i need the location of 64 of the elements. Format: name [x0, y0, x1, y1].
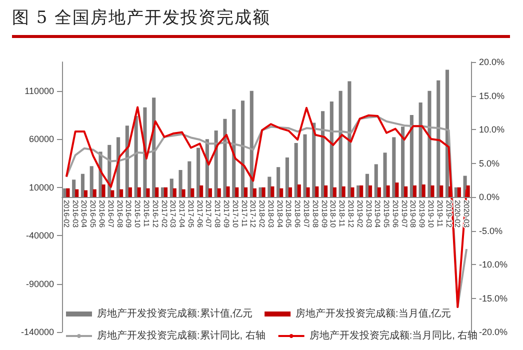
bar [288, 187, 292, 197]
y2-tick-label: 5.0% [479, 158, 500, 168]
bar [280, 188, 284, 197]
bar [75, 189, 79, 197]
bar [404, 186, 408, 197]
chart-title: 图 5 全国房地产开发投资完成额 [12, 7, 271, 29]
bar [102, 184, 106, 197]
bar [92, 189, 96, 197]
bar [297, 184, 301, 197]
bar [217, 188, 221, 197]
bar [386, 185, 390, 197]
bar [422, 184, 426, 197]
bar [270, 186, 274, 197]
bar [137, 187, 141, 197]
y2-tick-label: 0.0% [479, 192, 500, 202]
bar [155, 187, 159, 197]
y-tick-label: 60000 [28, 134, 54, 144]
bar [350, 187, 354, 197]
bar [377, 187, 381, 197]
bar [226, 186, 230, 197]
bar [440, 185, 444, 197]
bar [110, 190, 114, 197]
bar [164, 187, 168, 197]
bar [306, 187, 310, 197]
y-tick-label: -90000 [26, 278, 54, 289]
bar [208, 188, 212, 197]
legend-label: 房地产开发投资完成额:当月值,亿元 [296, 308, 452, 320]
y2-tick-label: 10.0% [479, 124, 505, 134]
bar [190, 188, 194, 197]
y-tick-label: -40000 [26, 230, 54, 241]
legend-label: 房地产开发投资完成额:累计值,亿元 [97, 308, 253, 320]
bar [315, 186, 319, 197]
bar [66, 188, 70, 197]
bar [262, 187, 266, 197]
legend-label: 房地产开发投资完成额:累计同比, 右轴 [97, 330, 266, 342]
bar [182, 189, 186, 197]
y-tick-label: -140000 [20, 327, 54, 337]
bar [430, 185, 434, 197]
y2-tick-label: 15.0% [479, 90, 505, 101]
bar [235, 187, 239, 197]
bar [120, 189, 124, 197]
legend-label: 房地产开发投资完成额:当月同比, 右轴 [309, 330, 478, 342]
bar [146, 188, 150, 197]
y-tick-label: 110000 [24, 86, 54, 96]
y2-tick-label: -10.0% [479, 260, 508, 270]
y2-tick-label: 20.0% [479, 57, 505, 67]
bar [332, 187, 336, 197]
bar [368, 185, 372, 197]
bar [395, 182, 399, 197]
bar [128, 187, 132, 197]
bar [84, 190, 88, 197]
y2-tick-label: -5.0% [479, 226, 503, 236]
bar [412, 185, 416, 197]
bar [457, 187, 461, 197]
y-tick-label: 10000 [28, 182, 54, 192]
bar [200, 185, 204, 197]
bar [342, 186, 346, 197]
bar [360, 185, 364, 197]
y2-tick-label: -20.0% [479, 327, 508, 337]
bar [324, 185, 328, 197]
bar [244, 187, 248, 197]
bar [172, 188, 176, 197]
y2-tick-label: -15.0% [479, 293, 508, 304]
bar [252, 188, 256, 197]
